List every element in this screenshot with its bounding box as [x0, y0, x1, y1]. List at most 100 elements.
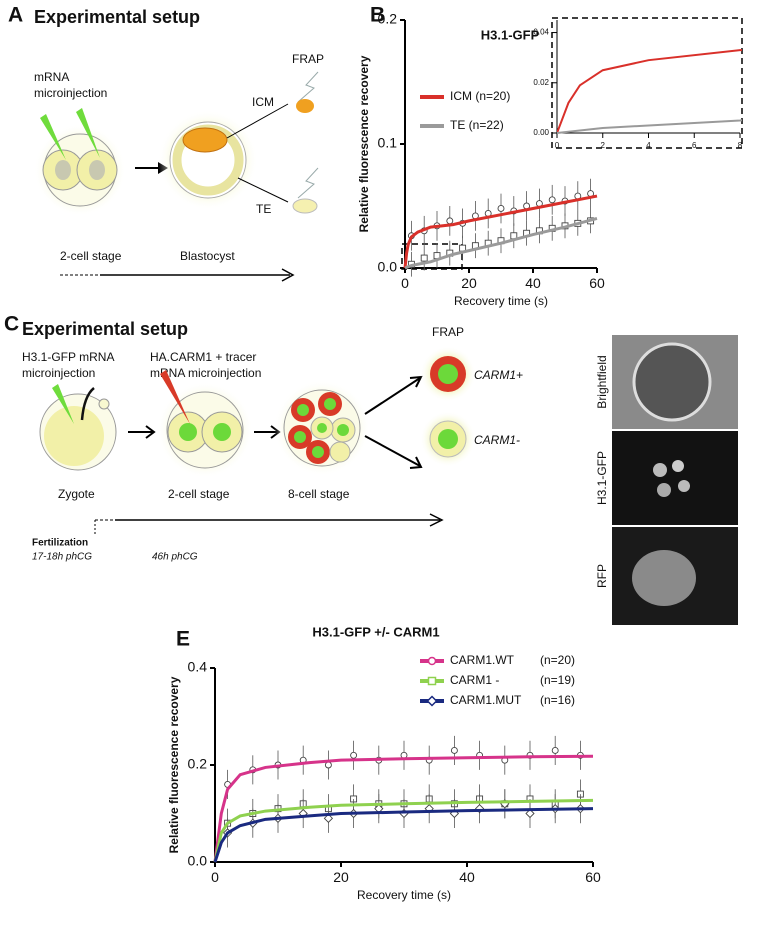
- image-gfp: [612, 431, 738, 525]
- label: mRNA microinjection: [150, 366, 261, 380]
- image-label: RFP: [595, 564, 609, 588]
- label: FRAP: [292, 52, 324, 66]
- panel-label: B: [370, 4, 385, 27]
- arrow-head: [145, 425, 156, 439]
- polar-body: [98, 398, 110, 410]
- label: mRNA: [34, 70, 69, 84]
- legend-count: (n=19): [540, 673, 575, 687]
- icm: [182, 127, 228, 153]
- marker: [427, 676, 437, 686]
- nucleus: [317, 423, 327, 433]
- label: 2-cell stage: [168, 487, 230, 501]
- arrow-head: [429, 513, 444, 527]
- image-label: H3.1-GFP: [595, 451, 609, 505]
- marker: [426, 695, 438, 707]
- laser: [297, 71, 319, 103]
- x-tick-label: 20: [461, 275, 477, 291]
- fit-line: [213, 754, 594, 863]
- laser: [297, 167, 319, 199]
- cell: [329, 441, 351, 463]
- panel-label: C: [4, 313, 19, 336]
- x-tick-label: 2: [601, 141, 606, 150]
- inset-plot: [557, 49, 742, 134]
- nucleus: [213, 423, 231, 441]
- y-axis-label: Relative fluorescence recovery: [357, 55, 371, 232]
- marker: [324, 761, 332, 769]
- y-tick-label: 0.2: [188, 756, 208, 772]
- label: Fertilization: [32, 538, 88, 549]
- arrow: [364, 435, 421, 467]
- x-axis-label: Recovery time (s): [454, 294, 548, 308]
- label: ICM: [252, 95, 274, 109]
- nucleus: [89, 160, 105, 180]
- marker: [548, 196, 556, 204]
- label: HA.CARM1 + tracer: [150, 350, 256, 364]
- x-axis-label: Recovery time (s): [357, 888, 451, 902]
- inset-line: [557, 119, 742, 134]
- legend-label: ICM (n=20): [450, 89, 510, 103]
- y-tick-label: 0.04: [533, 28, 549, 37]
- panel-a: Experimental setup mRNA microinjection F…: [34, 7, 324, 282]
- nucleus: [297, 404, 309, 416]
- needle: [52, 384, 74, 424]
- nucleus: [438, 364, 458, 384]
- legend-label: CARM1 -: [450, 673, 499, 687]
- spot: [657, 483, 671, 497]
- label: 17-18h phCG: [32, 552, 92, 563]
- panel-label: E: [176, 628, 190, 651]
- y-axis-label: Relative fluorescence recovery: [167, 676, 181, 853]
- x-tick-label: 40: [459, 869, 475, 885]
- x-tick-label: 20: [333, 869, 349, 885]
- y-tick-label: 0.0: [378, 259, 398, 275]
- cell: [44, 406, 104, 466]
- marker: [551, 747, 559, 754]
- spot: [678, 480, 690, 492]
- needle: [76, 108, 100, 158]
- label: Blastocyst: [180, 249, 235, 263]
- nucleus: [179, 423, 197, 441]
- spot: [672, 460, 684, 472]
- label: Zygote: [58, 487, 95, 501]
- chart-title: H3.1-GFP +/- CARM1: [312, 624, 439, 639]
- marker: [420, 254, 428, 262]
- fit-line: [403, 194, 598, 269]
- legend-count: (n=16): [540, 693, 575, 707]
- x-tick-label: 0: [401, 275, 409, 291]
- marker: [323, 813, 334, 823]
- x-tick-label: 40: [525, 275, 541, 291]
- x-tick-label: 0: [211, 869, 219, 885]
- panel-label: A: [8, 4, 23, 27]
- pipette: [80, 387, 95, 421]
- x-tick-label: 60: [589, 275, 605, 291]
- arrow-head: [281, 268, 295, 282]
- image-label: Brightfield: [595, 355, 609, 408]
- pointer: [226, 103, 289, 139]
- x-tick-label: 0: [555, 141, 560, 150]
- y-tick-label: 0.0: [188, 853, 208, 869]
- y-tick-label: 0.2: [378, 11, 398, 27]
- nucleus: [312, 446, 324, 458]
- y-tick-label: 0.02: [533, 78, 549, 87]
- label: H3.1-GFP mRNA: [22, 350, 114, 364]
- legend-label: TE (n=22): [450, 118, 504, 132]
- marker: [446, 217, 454, 225]
- label: CARM1-: [474, 433, 520, 447]
- needle: [40, 114, 66, 160]
- x-tick-label: 8: [738, 141, 743, 150]
- panel-d: Brightfield H3.1-GFP RFP: [595, 335, 738, 625]
- panel-title: Experimental setup: [34, 7, 200, 27]
- needle: [160, 370, 190, 424]
- panel-c: Experimental setup H3.1-GFP mRNA microin…: [22, 319, 523, 563]
- legend-count: (n=20): [540, 653, 575, 667]
- label: 46h phCG: [152, 552, 198, 563]
- nucleus: [438, 429, 458, 449]
- nucleus: [324, 398, 336, 410]
- x-tick-label: 6: [692, 141, 697, 150]
- signal: [632, 550, 696, 606]
- legend-label: CARM1.WT: [450, 653, 515, 667]
- chart-title: H3.1-GFP: [481, 27, 540, 42]
- fit-line: [213, 807, 594, 863]
- y-tick-label: 0.00: [533, 128, 549, 137]
- label: FRAP: [432, 325, 464, 339]
- nucleus: [55, 160, 71, 180]
